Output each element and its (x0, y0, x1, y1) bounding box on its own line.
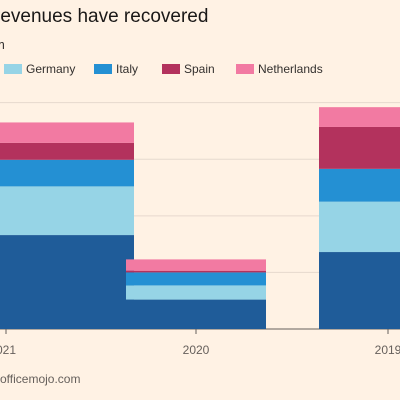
bar-segment-0-0 (0, 235, 134, 329)
bar-segment-0-3 (0, 142, 134, 160)
chart-subtitle: m (0, 37, 5, 52)
chart-legend: Germany Italy Spain Netherlands (0, 0, 400, 90)
legend-label-spain: Spain (184, 62, 215, 76)
x-tick-label: 2019 (375, 343, 400, 357)
bar-segment-1-2 (126, 272, 266, 286)
bar-segment-1-4 (126, 259, 266, 271)
bar-segment-2-4 (319, 107, 400, 127)
x-tick-label: 021 (0, 343, 16, 357)
bar-segment-1-1 (126, 285, 266, 300)
legend-swatch-germany (4, 64, 22, 74)
x-tick-label: 2020 (183, 343, 210, 357)
legend-label-italy: Italy (116, 62, 139, 76)
bar-segment-0-1 (0, 186, 134, 236)
chart-title: revenues have recovered (0, 6, 209, 27)
bar-segment-1-0 (126, 299, 266, 329)
legend-label-germany: Germany (26, 62, 76, 76)
chart-source: xofficemojo.com (0, 372, 81, 386)
bar-segment-2-0 (319, 252, 400, 329)
legend-swatch-netherlands (236, 64, 254, 74)
bar-segment-2-1 (319, 201, 400, 253)
legend-label-netherlands: Netherlands (258, 62, 323, 76)
bar-segment-1-3 (126, 270, 266, 273)
legend-swatch-spain (162, 64, 180, 74)
legend-swatch-italy (94, 64, 112, 74)
bar-segment-2-2 (319, 168, 400, 202)
bar-segment-2-3 (319, 126, 400, 169)
bar-segment-0-2 (0, 159, 134, 187)
bar-segment-0-4 (0, 122, 134, 143)
stacked-bar-chart: 021 2020 2019 (0, 102, 400, 357)
